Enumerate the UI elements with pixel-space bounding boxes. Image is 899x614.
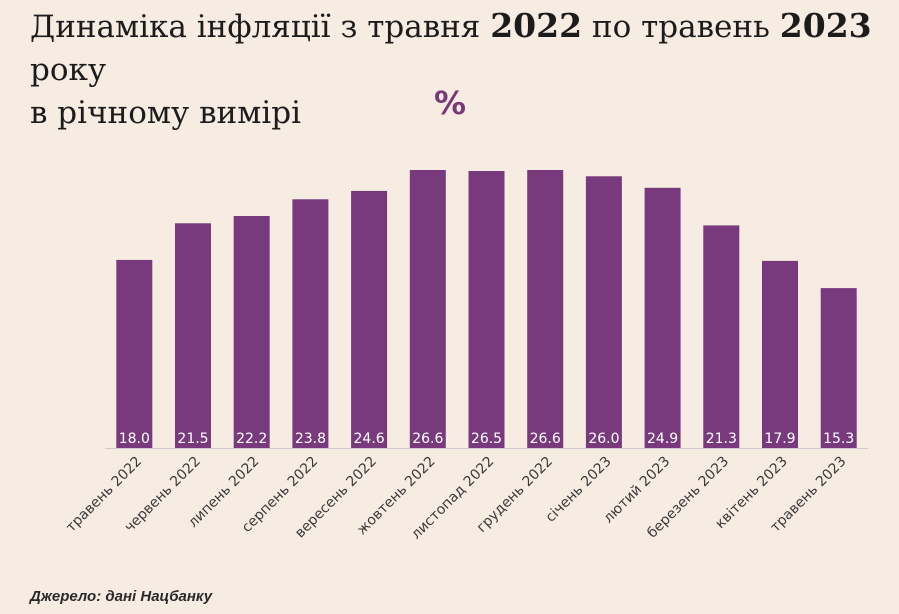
- bar-value-label: 26.5: [471, 431, 502, 447]
- title-text-3: року: [30, 52, 107, 88]
- bar-value-label: 18.0: [119, 431, 150, 447]
- bar: [762, 260, 798, 448]
- bar-value-label: 24.9: [647, 431, 678, 447]
- bar: [468, 171, 505, 448]
- bar-value-label: 21.5: [177, 431, 208, 447]
- title-text-2: по травень: [582, 9, 780, 45]
- chart-title: Динаміка інфляції з травня 2022 по траве…: [30, 4, 890, 135]
- bar-value-label: 15.3: [823, 431, 854, 447]
- bar-value-label: 24.6: [354, 431, 385, 447]
- title-subtitle-line: в річному вимірі: [30, 95, 301, 131]
- bar-value-label: 26.6: [412, 431, 443, 447]
- bar-value-label: 23.8: [295, 431, 326, 447]
- bar: [116, 259, 153, 448]
- source-note: Джерело: дані Нацбанку: [30, 588, 213, 605]
- unit-label: %: [433, 84, 467, 122]
- bar-value-label: 17.9: [764, 431, 795, 447]
- bar: [409, 170, 446, 448]
- bar-value-label: 22.2: [236, 431, 267, 447]
- bar: [175, 223, 211, 448]
- bar: [527, 170, 564, 448]
- bar-value-label: 26.0: [588, 431, 619, 447]
- bar: [644, 187, 681, 449]
- bar: [820, 288, 857, 448]
- title-text-1: Динаміка інфляції з травня: [30, 9, 491, 45]
- title-year-end: 2023: [779, 6, 872, 45]
- bar: [233, 216, 270, 448]
- title-year-start: 2022: [490, 6, 583, 45]
- bar-value-label: 21.3: [706, 431, 737, 447]
- bar: [351, 190, 388, 448]
- bar: [292, 199, 329, 448]
- bar: [703, 225, 740, 448]
- bar-value-label: 26.6: [530, 431, 561, 447]
- bar: [585, 176, 622, 449]
